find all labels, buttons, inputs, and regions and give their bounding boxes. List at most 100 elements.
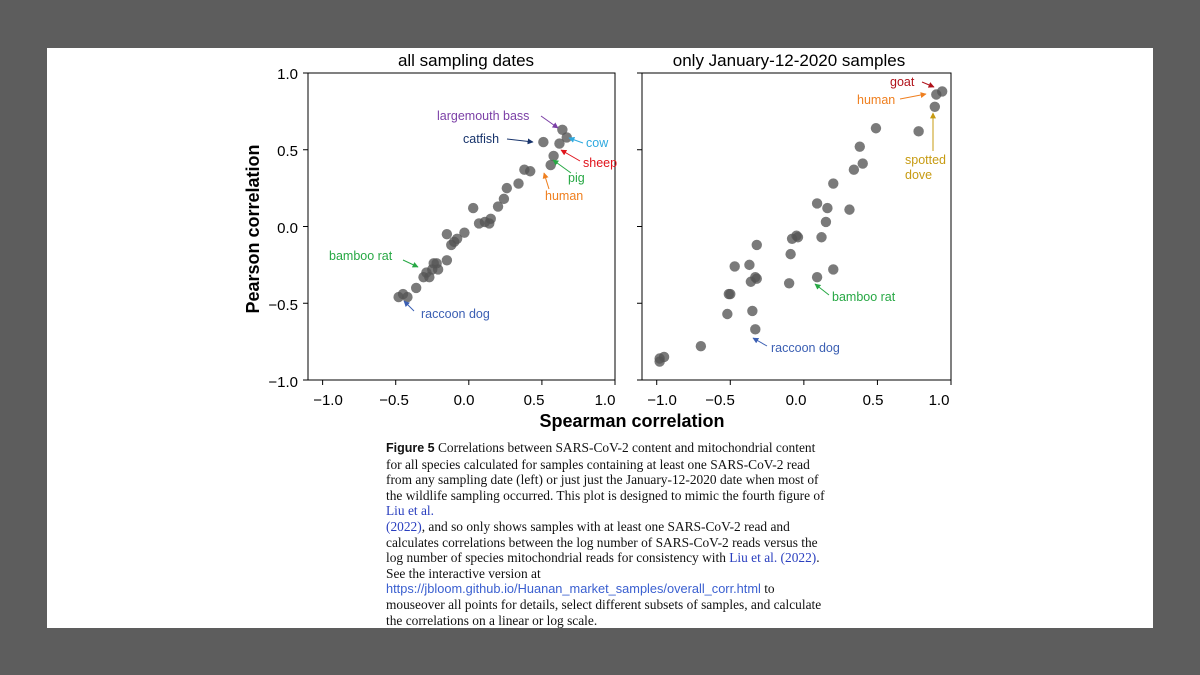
data-point [538, 136, 549, 148]
data-point [816, 232, 827, 243]
data-point [822, 202, 833, 214]
annotation-human-right: human [857, 93, 895, 107]
data-point [848, 164, 860, 175]
citation-year-1[interactable]: (2022) [386, 518, 422, 534]
x-tick-label: 0.0 [786, 392, 807, 409]
data-point [554, 138, 565, 149]
annotation-raccoon-dog-right: raccoon dog [771, 341, 840, 355]
data-point [854, 141, 865, 152]
data-point [557, 124, 568, 135]
data-point [441, 255, 453, 266]
data-point [783, 278, 795, 289]
x-tick-label: −0.5 [379, 392, 409, 409]
data-point [913, 126, 924, 137]
data-point [548, 150, 559, 162]
annotation-dove: dove [905, 168, 932, 182]
annotation-sheep: sheep [583, 156, 617, 170]
data-point [811, 271, 823, 283]
interactive-url-link[interactable]: https://jbloom.github.io/Huanan_market_s… [386, 581, 761, 597]
annotation-bamboo-rat-right: bamboo rat [832, 290, 896, 304]
caption-text-2: , and so only shows samples with at leas… [386, 518, 818, 566]
y-tick-label: −1.0 [268, 374, 298, 391]
y-tick-label: 0.5 [277, 143, 298, 160]
data-point [844, 204, 855, 215]
annotation-goat: goat [890, 75, 915, 89]
data-point [459, 227, 470, 238]
data-point [658, 351, 670, 363]
arrow-bamboo-rat [402, 259, 419, 268]
arrow-largemouth-bass [540, 115, 559, 129]
data-point [936, 86, 948, 97]
figure-label: Figure 5 [386, 441, 435, 455]
annotation-cow: cow [586, 136, 609, 150]
arrow-human [542, 172, 550, 190]
y-tick-label: −0.5 [268, 297, 298, 314]
arrow-goat [921, 81, 935, 88]
data-point [432, 264, 444, 275]
data-point [501, 182, 513, 194]
data-point [870, 123, 882, 134]
y-tick-label: 1.0 [277, 66, 298, 83]
right-scatter-points [654, 86, 948, 367]
right-panel-title: only January-12-2020 samples [673, 51, 905, 70]
figure-card: all sampling dates only January-12-2020 … [47, 48, 1153, 628]
data-point [857, 158, 868, 169]
data-point [451, 233, 463, 244]
data-point [498, 193, 510, 205]
x-tick-label: −0.5 [705, 392, 735, 409]
data-point [729, 261, 740, 272]
right-x-tick-labels: −1.0 −0.5 0.0 0.5 1.0 [647, 392, 949, 409]
citation-link-2[interactable]: Liu et al. (2022) [729, 550, 817, 566]
data-point [492, 201, 504, 212]
data-point [722, 308, 733, 320]
data-point [751, 239, 762, 251]
right-plot-frame [641, 72, 952, 381]
annotation-raccoon-dog: raccoon dog [421, 307, 490, 321]
data-point [811, 198, 823, 209]
citation-link-1[interactable]: Liu et al. [386, 503, 434, 519]
left-panel-title: all sampling dates [398, 51, 534, 70]
left-scatter-points [393, 124, 572, 303]
y-tick-label: 0.0 [277, 220, 298, 237]
x-tick-label: 0.5 [524, 392, 545, 409]
x-tick-label: 1.0 [929, 392, 950, 409]
arrow-human-right [899, 92, 927, 100]
data-point [750, 324, 761, 335]
data-point [410, 282, 422, 294]
data-point [747, 305, 758, 317]
data-point [402, 291, 413, 303]
data-point [828, 264, 839, 275]
arrow-catfish [506, 138, 534, 145]
x-tick-label: 0.0 [454, 392, 475, 409]
data-point [828, 178, 839, 189]
annotation-largemouth-bass: largemouth bass [437, 109, 529, 123]
annotation-human: human [545, 189, 583, 203]
correlation-figure: all sampling dates only January-12-2020 … [243, 51, 952, 431]
annotation-spotted: spotted [905, 153, 946, 167]
data-point [441, 228, 453, 240]
data-point [485, 213, 496, 225]
left-annotations: largemouth bass catfish cow sheep pig hu… [329, 109, 617, 321]
data-point [695, 341, 707, 352]
data-point [751, 273, 762, 284]
arrow-raccoon-dog [403, 300, 415, 312]
data-point [820, 216, 832, 228]
arrow-cow [568, 136, 584, 144]
data-point [744, 259, 755, 271]
data-point [525, 166, 536, 177]
x-tick-label: 0.5 [863, 392, 884, 409]
y-axis-title: Pearson correlation [243, 144, 263, 313]
x-tick-label: −1.0 [647, 392, 677, 409]
left-x-tick-labels: −1.0 −0.5 0.0 0.5 1.0 [313, 392, 615, 409]
caption-text-1: Correlations between SARS-CoV-2 content … [386, 440, 825, 503]
data-point [792, 232, 804, 243]
caption-text-4: to mouseover all points for details, sel… [386, 581, 822, 628]
data-point [513, 178, 524, 189]
figure-caption: Figure 5 Correlations between SARS-CoV-2… [386, 440, 826, 628]
data-point [561, 132, 572, 143]
data-point [929, 101, 941, 112]
annotation-catfish: catfish [463, 132, 499, 146]
arrow-pig [552, 159, 572, 174]
data-point [725, 288, 736, 300]
annotation-bamboo-rat: bamboo rat [329, 249, 393, 263]
